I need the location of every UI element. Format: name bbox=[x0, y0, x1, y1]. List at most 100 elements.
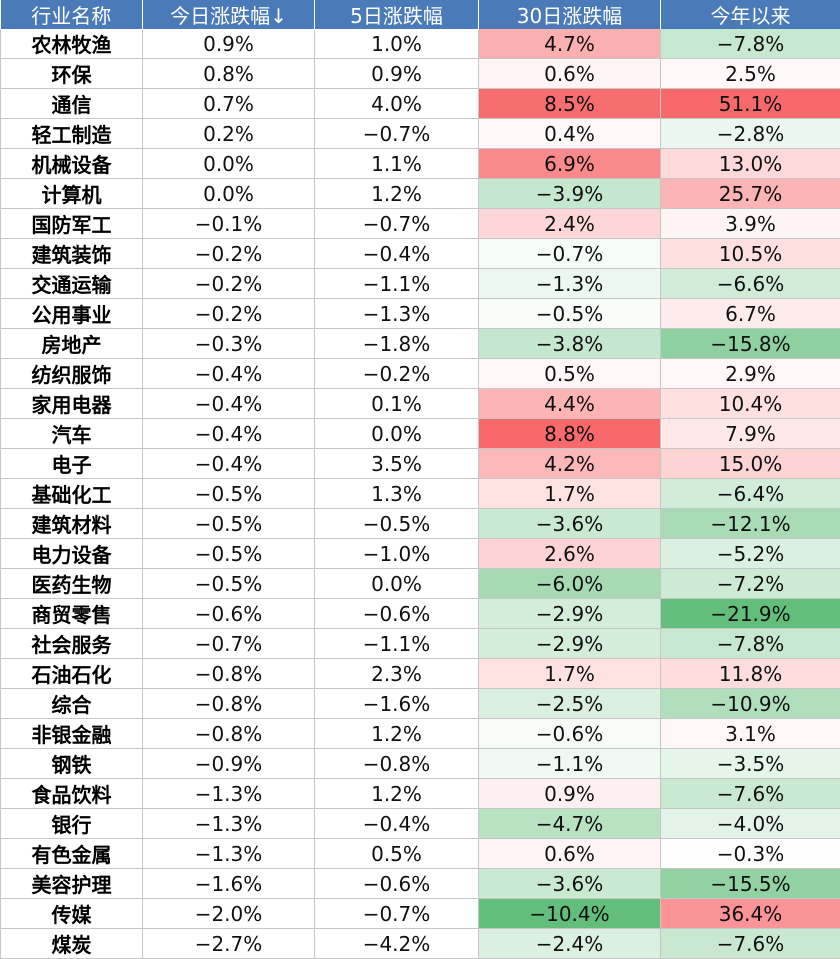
ytd-change-cell: 36.4% bbox=[661, 899, 840, 929]
industry-name-cell: 纺织服饰 bbox=[1, 359, 143, 389]
industry-name-cell: 食品饮料 bbox=[1, 779, 143, 809]
5day-change-cell: −0.7% bbox=[315, 209, 479, 239]
30day-change-cell: −0.5% bbox=[479, 299, 661, 329]
5day-change-cell: −0.2% bbox=[315, 359, 479, 389]
ytd-change-cell: 51.1% bbox=[661, 89, 840, 119]
5day-change-cell: −0.7% bbox=[315, 119, 479, 149]
ytd-change-cell: 6.7% bbox=[661, 299, 840, 329]
industry-name-cell: 煤炭 bbox=[1, 929, 143, 959]
5day-change-cell: 0.9% bbox=[315, 59, 479, 89]
30day-change-cell: 8.5% bbox=[479, 89, 661, 119]
table-row: 公用事业−0.2%−1.3%−0.5%6.7% bbox=[1, 299, 840, 329]
today-change-cell: −0.4% bbox=[143, 419, 315, 449]
table-row: 家用电器−0.4%0.1%4.4%10.4% bbox=[1, 389, 840, 419]
today-change-cell: −0.9% bbox=[143, 749, 315, 779]
today-change-cell: −0.4% bbox=[143, 359, 315, 389]
industry-name-cell: 汽车 bbox=[1, 419, 143, 449]
industry-name-cell: 公用事业 bbox=[1, 299, 143, 329]
industry-name-cell: 环保 bbox=[1, 59, 143, 89]
30day-change-cell: 0.5% bbox=[479, 359, 661, 389]
industry-name-cell: 有色金属 bbox=[1, 839, 143, 869]
today-change-cell: 0.0% bbox=[143, 149, 315, 179]
today-change-cell: −0.2% bbox=[143, 239, 315, 269]
table-row: 商贸零售−0.6%−0.6%−2.9%−21.9% bbox=[1, 599, 840, 629]
ytd-change-cell: −10.9% bbox=[661, 689, 840, 719]
table-row: 传媒−2.0%−0.7%−10.4%36.4% bbox=[1, 899, 840, 929]
table-row: 电力设备−0.5%−1.0%2.6%−5.2% bbox=[1, 539, 840, 569]
industry-name-cell: 轻工制造 bbox=[1, 119, 143, 149]
5day-change-cell: −1.3% bbox=[315, 299, 479, 329]
30day-change-cell: −3.8% bbox=[479, 329, 661, 359]
table-row: 煤炭−2.7%−4.2%−2.4%−7.6% bbox=[1, 929, 840, 959]
ytd-change-cell: −12.1% bbox=[661, 509, 840, 539]
5day-change-cell: 1.2% bbox=[315, 779, 479, 809]
ytd-change-cell: −3.5% bbox=[661, 749, 840, 779]
industry-name-cell: 计算机 bbox=[1, 179, 143, 209]
30day-change-cell: −2.9% bbox=[479, 599, 661, 629]
today-change-cell: −0.6% bbox=[143, 599, 315, 629]
5day-change-cell: −0.6% bbox=[315, 599, 479, 629]
industry-name-cell: 建筑材料 bbox=[1, 509, 143, 539]
30day-change-cell: 4.7% bbox=[479, 29, 661, 59]
30day-change-cell: −2.4% bbox=[479, 929, 661, 959]
today-change-cell: −1.3% bbox=[143, 839, 315, 869]
table-row: 国防军工−0.1%−0.7%2.4%3.9% bbox=[1, 209, 840, 239]
ytd-change-cell: −2.8% bbox=[661, 119, 840, 149]
industry-name-cell: 银行 bbox=[1, 809, 143, 839]
30day-change-cell: −4.7% bbox=[479, 809, 661, 839]
5day-change-cell: 0.1% bbox=[315, 389, 479, 419]
ytd-change-cell: 25.7% bbox=[661, 179, 840, 209]
ytd-change-cell: −7.6% bbox=[661, 929, 840, 959]
30day-change-cell: 0.6% bbox=[479, 839, 661, 869]
ytd-change-cell: 3.1% bbox=[661, 719, 840, 749]
30day-change-cell: 0.4% bbox=[479, 119, 661, 149]
today-change-cell: 0.2% bbox=[143, 119, 315, 149]
table-row: 建筑装饰−0.2%−0.4%−0.7%10.5% bbox=[1, 239, 840, 269]
table-row: 钢铁−0.9%−0.8%−1.1%−3.5% bbox=[1, 749, 840, 779]
ytd-change-cell: 13.0% bbox=[661, 149, 840, 179]
ytd-change-cell: 15.0% bbox=[661, 449, 840, 479]
table-row: 汽车−0.4%0.0%8.8%7.9% bbox=[1, 419, 840, 449]
ytd-change-cell: −7.6% bbox=[661, 779, 840, 809]
today-change-cell: −0.8% bbox=[143, 719, 315, 749]
industry-name-cell: 房地产 bbox=[1, 329, 143, 359]
5day-change-cell: −1.1% bbox=[315, 629, 479, 659]
ytd-change-cell: −0.3% bbox=[661, 839, 840, 869]
30day-change-cell: −2.5% bbox=[479, 689, 661, 719]
header-industry-name: 行业名称 bbox=[1, 0, 143, 29]
today-change-cell: −2.7% bbox=[143, 929, 315, 959]
30day-change-cell: 0.6% bbox=[479, 59, 661, 89]
5day-change-cell: 0.5% bbox=[315, 839, 479, 869]
today-change-cell: −0.4% bbox=[143, 389, 315, 419]
30day-change-cell: 6.9% bbox=[479, 149, 661, 179]
industry-name-cell: 非银金融 bbox=[1, 719, 143, 749]
industry-name-cell: 钢铁 bbox=[1, 749, 143, 779]
today-change-cell: −0.2% bbox=[143, 269, 315, 299]
today-change-cell: −0.5% bbox=[143, 539, 315, 569]
industry-name-cell: 商贸零售 bbox=[1, 599, 143, 629]
30day-change-cell: 0.9% bbox=[479, 779, 661, 809]
30day-change-cell: −10.4% bbox=[479, 899, 661, 929]
ytd-change-cell: 11.8% bbox=[661, 659, 840, 689]
30day-change-cell: −3.9% bbox=[479, 179, 661, 209]
industry-name-cell: 综合 bbox=[1, 689, 143, 719]
today-change-cell: −1.6% bbox=[143, 869, 315, 899]
5day-change-cell: −1.1% bbox=[315, 269, 479, 299]
5day-change-cell: −0.7% bbox=[315, 899, 479, 929]
today-change-cell: −1.3% bbox=[143, 809, 315, 839]
industry-name-cell: 农林牧渔 bbox=[1, 29, 143, 59]
table-row: 食品饮料−1.3%1.2%0.9%−7.6% bbox=[1, 779, 840, 809]
ytd-change-cell: 7.9% bbox=[661, 419, 840, 449]
table-row: 有色金属−1.3%0.5%0.6%−0.3% bbox=[1, 839, 840, 869]
industry-name-cell: 电子 bbox=[1, 449, 143, 479]
5day-change-cell: 1.3% bbox=[315, 479, 479, 509]
table-row: 建筑材料−0.5%−0.5%−3.6%−12.1% bbox=[1, 509, 840, 539]
industry-name-cell: 基础化工 bbox=[1, 479, 143, 509]
industry-name-cell: 机械设备 bbox=[1, 149, 143, 179]
industry-name-cell: 传媒 bbox=[1, 899, 143, 929]
5day-change-cell: 0.0% bbox=[315, 569, 479, 599]
30day-change-cell: −0.6% bbox=[479, 719, 661, 749]
